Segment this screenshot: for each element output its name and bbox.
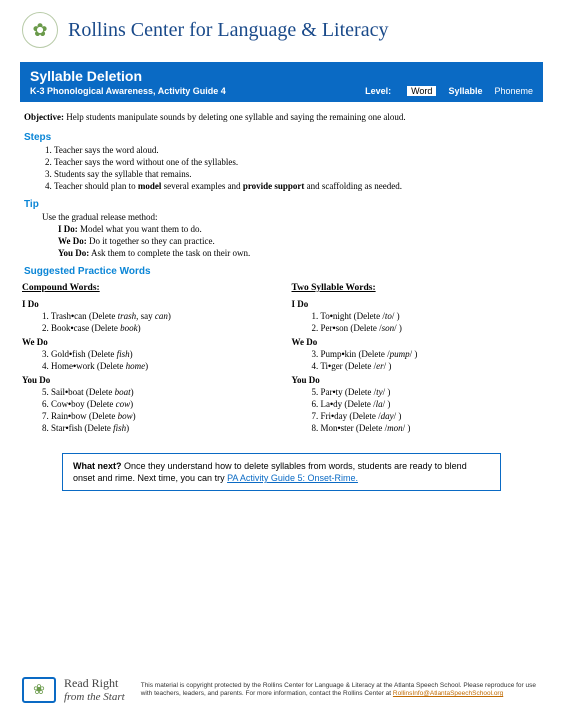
footer-brand: Read Right from the Start [64, 677, 125, 702]
tip-youdo-label: You Do: [58, 248, 89, 258]
what-next-box: What next? Once they understand how to d… [62, 453, 501, 491]
steps-heading: Steps [24, 132, 541, 143]
activity-subtitle: K-3 Phonological Awareness, Activity Gui… [30, 86, 226, 96]
tip-ido-label: I Do: [58, 224, 78, 234]
org-title: Rollins Center for Language & Literacy [68, 19, 388, 42]
two-syllable-col: Two Syllable Words: I Do 1. To•night (De… [292, 281, 542, 435]
footer-brand-line1: Read Right [64, 677, 125, 690]
group-wedo: We Do [22, 337, 272, 347]
word-line: 1. To•night (Delete /to/ ) [312, 311, 542, 321]
word-line: 3. Gold•fish (Delete fish) [42, 349, 272, 359]
word-line: 4. Home•work (Delete home) [42, 361, 272, 371]
title-bar: Syllable Deletion K-3 Phonological Aware… [20, 62, 543, 102]
objective-label: Objective: [24, 112, 64, 122]
word-line: 5. Sail•boat (Delete boat) [42, 387, 272, 397]
level-phoneme: Phoneme [494, 86, 533, 96]
step-item: Teacher says the word aloud. [54, 145, 541, 155]
level-indicator: Level: Word Syllable Phoneme [365, 86, 533, 96]
practice-heading: Suggested Practice Words [24, 266, 541, 277]
steps-list: Teacher says the word aloud. Teacher say… [54, 145, 541, 191]
compound-words-col: Compound Words: I Do 1. Trash•can (Delet… [22, 281, 272, 435]
step-text: and scaffolding as needed. [304, 181, 402, 191]
footer-email-link[interactable]: RollinsInfo@AtlantaSpeechSchool.org [393, 690, 503, 697]
tip-youdo-text: Ask them to complete the task on their o… [89, 248, 250, 258]
group-ido: I Do [22, 299, 272, 309]
level-syllable: Syllable [448, 86, 482, 96]
word-line: 5. Par•ty (Delete /ty/ ) [312, 387, 542, 397]
tip-wedo-label: We Do: [58, 236, 87, 246]
tip-ido-text: Model what you want them to do. [78, 224, 202, 234]
word-line: 2. Book•case (Delete book) [42, 323, 272, 333]
word-line: 3. Pump•kin (Delete /pump/ ) [312, 349, 542, 359]
word-line: 8. Mon•ster (Delete /mon/ ) [312, 423, 542, 433]
level-label: Level: [365, 86, 391, 96]
word-line: 7. Rain•bow (Delete bow) [42, 411, 272, 421]
level-word: Word [407, 86, 436, 96]
word-line: 8. Star•fish (Delete fish) [42, 423, 272, 433]
objective-text: Help students manipulate sounds by delet… [66, 112, 405, 122]
step-item: Teacher says the word without one of the… [54, 157, 541, 167]
group-youdo: You Do [292, 375, 542, 385]
word-line: 2. Per•son (Delete /son/ ) [312, 323, 542, 333]
word-line: 1. Trash•can (Delete trash, say can) [42, 311, 272, 321]
col-title: Two Syllable Words: [292, 283, 542, 293]
step-bold: provide support [243, 181, 305, 191]
group-youdo: You Do [22, 375, 272, 385]
activity-title: Syllable Deletion [30, 68, 533, 84]
step-text: Teacher should plan to [54, 181, 138, 191]
word-line: 6. Cow•boy (Delete cow) [42, 399, 272, 409]
step-item: Teacher should plan to model several exa… [54, 181, 541, 191]
footer-brand-line2: from the Start [64, 691, 125, 703]
group-wedo: We Do [292, 337, 542, 347]
word-line: 7. Fri•day (Delete /day/ ) [312, 411, 542, 421]
objective: Objective: Help students manipulate soun… [24, 112, 539, 122]
next-guide-link[interactable]: PA Activity Guide 5: Onset-Rime. [227, 473, 358, 483]
page-footer: ❀ Read Right from the Start This materia… [22, 677, 541, 703]
footer-copyright: This material is copyright protected by … [141, 682, 541, 698]
tip-intro: Use the gradual release method: [42, 212, 541, 222]
word-line: 6. La•dy (Delete /la/ ) [312, 399, 542, 409]
step-item: Students say the syllable that remains. [54, 169, 541, 179]
step-text: several examples and [161, 181, 242, 191]
tip-heading: Tip [24, 199, 541, 210]
tip-wedo-text: Do it together so they can practice. [87, 236, 215, 246]
next-lead: What next? [73, 461, 122, 471]
footer-logo: ❀ Read Right from the Start [22, 677, 125, 703]
col-title: Compound Words: [22, 283, 272, 293]
tree-logo-icon: ✿ [22, 12, 58, 48]
word-line: 4. Ti•ger (Delete /er/ ) [312, 361, 542, 371]
group-ido: I Do [292, 299, 542, 309]
tip-block: Use the gradual release method: I Do: Mo… [42, 212, 541, 258]
practice-columns: Compound Words: I Do 1. Trash•can (Delet… [22, 281, 541, 435]
step-bold: model [138, 181, 162, 191]
page-header: ✿ Rollins Center for Language & Literacy [22, 12, 541, 48]
book-icon: ❀ [22, 677, 56, 703]
